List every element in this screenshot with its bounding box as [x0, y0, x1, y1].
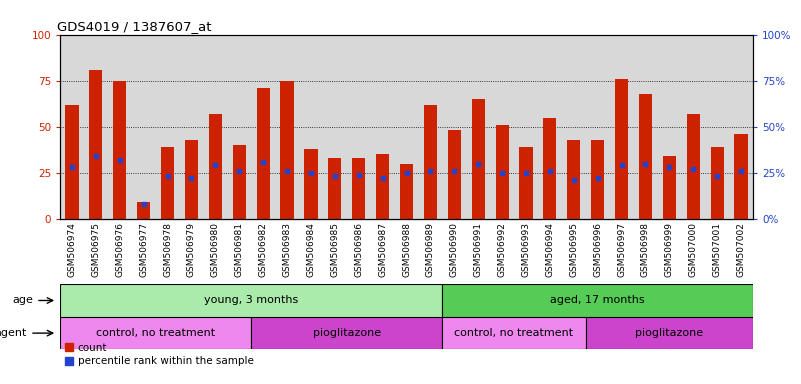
Bar — [60, 317, 252, 349]
Text: GSM506975: GSM506975 — [91, 222, 100, 277]
Text: GSM506995: GSM506995 — [570, 222, 578, 277]
Bar — [442, 317, 586, 349]
Text: GSM506994: GSM506994 — [545, 222, 554, 277]
Bar — [209, 114, 222, 219]
Text: GSM506997: GSM506997 — [617, 222, 626, 277]
Bar — [686, 114, 700, 219]
Text: GDS4019 / 1387607_at: GDS4019 / 1387607_at — [57, 20, 211, 33]
Bar — [90, 70, 103, 219]
Text: GSM506987: GSM506987 — [378, 222, 387, 277]
Bar — [519, 147, 533, 219]
Text: agent: agent — [0, 328, 27, 338]
Bar — [161, 147, 174, 219]
Text: GSM506986: GSM506986 — [354, 222, 363, 277]
Bar — [639, 94, 652, 219]
Text: control, no treatment: control, no treatment — [96, 328, 215, 338]
Text: GSM506978: GSM506978 — [163, 222, 172, 277]
Bar — [496, 125, 509, 219]
Text: GSM506990: GSM506990 — [450, 222, 459, 277]
Bar — [586, 317, 753, 349]
Bar — [400, 164, 413, 219]
Text: GSM507000: GSM507000 — [689, 222, 698, 277]
Bar — [735, 134, 747, 219]
Text: GSM506992: GSM506992 — [497, 222, 506, 277]
Bar — [328, 158, 341, 219]
Text: GSM506983: GSM506983 — [283, 222, 292, 277]
Bar — [185, 140, 198, 219]
Text: GSM506985: GSM506985 — [330, 222, 340, 277]
Text: GSM506999: GSM506999 — [665, 222, 674, 277]
Bar — [256, 88, 270, 219]
Text: GSM506980: GSM506980 — [211, 222, 219, 277]
Text: control, no treatment: control, no treatment — [454, 328, 574, 338]
Bar — [352, 158, 365, 219]
Bar — [252, 317, 442, 349]
Bar — [567, 140, 580, 219]
Bar — [472, 99, 485, 219]
Text: GSM507002: GSM507002 — [736, 222, 746, 277]
Text: GSM506996: GSM506996 — [594, 222, 602, 277]
Text: age: age — [12, 295, 33, 306]
Bar — [304, 149, 317, 219]
Bar — [615, 79, 628, 219]
Text: GSM506998: GSM506998 — [641, 222, 650, 277]
Bar — [376, 154, 389, 219]
Text: GSM506977: GSM506977 — [139, 222, 148, 277]
Bar — [233, 145, 246, 219]
Bar — [448, 131, 461, 219]
Bar — [424, 104, 437, 219]
Bar — [591, 140, 604, 219]
Bar — [442, 284, 753, 317]
Text: GSM506988: GSM506988 — [402, 222, 411, 277]
Bar — [60, 284, 442, 317]
Text: GSM506989: GSM506989 — [426, 222, 435, 277]
Text: GSM506979: GSM506979 — [187, 222, 196, 277]
Text: pioglitazone: pioglitazone — [635, 328, 703, 338]
Text: GSM506982: GSM506982 — [259, 222, 268, 277]
Bar — [113, 81, 127, 219]
Text: GSM506974: GSM506974 — [67, 222, 77, 277]
Bar — [280, 81, 294, 219]
Text: GSM507001: GSM507001 — [713, 222, 722, 277]
Text: pioglitazone: pioglitazone — [312, 328, 380, 338]
Bar — [66, 104, 78, 219]
Bar — [543, 118, 557, 219]
Text: GSM506981: GSM506981 — [235, 222, 244, 277]
Text: young, 3 months: young, 3 months — [204, 295, 298, 306]
Text: GSM506984: GSM506984 — [307, 222, 316, 277]
Legend: count, percentile rank within the sample: count, percentile rank within the sample — [66, 343, 254, 366]
Bar — [662, 156, 676, 219]
Text: GSM506993: GSM506993 — [521, 222, 530, 277]
Text: GSM506976: GSM506976 — [115, 222, 124, 277]
Text: aged, 17 months: aged, 17 months — [550, 295, 645, 306]
Bar — [137, 202, 151, 219]
Text: GSM506991: GSM506991 — [473, 222, 483, 277]
Bar — [710, 147, 723, 219]
